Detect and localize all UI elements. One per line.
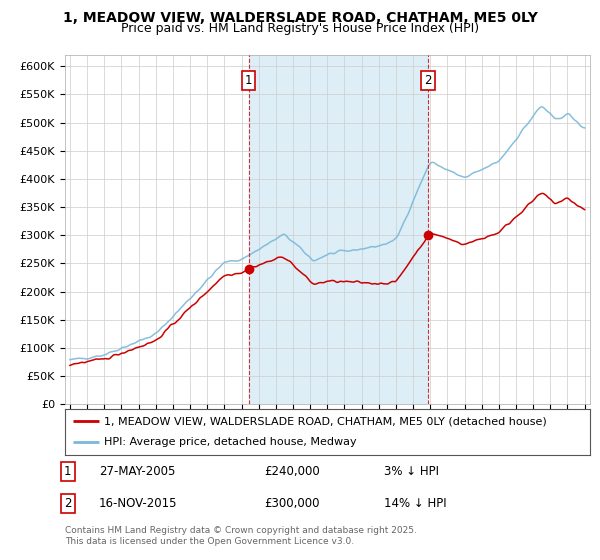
Text: Contains HM Land Registry data © Crown copyright and database right 2025.
This d: Contains HM Land Registry data © Crown c… xyxy=(65,526,416,546)
Text: HPI: Average price, detached house, Medway: HPI: Average price, detached house, Medw… xyxy=(104,437,357,447)
Text: 2: 2 xyxy=(64,497,71,510)
Text: £240,000: £240,000 xyxy=(264,465,320,478)
Text: 1: 1 xyxy=(64,465,71,478)
Text: 3% ↓ HPI: 3% ↓ HPI xyxy=(384,465,439,478)
Text: 1, MEADOW VIEW, WALDERSLADE ROAD, CHATHAM, ME5 0LY (detached house): 1, MEADOW VIEW, WALDERSLADE ROAD, CHATHA… xyxy=(104,416,547,426)
Text: 1: 1 xyxy=(245,74,253,87)
Text: 1, MEADOW VIEW, WALDERSLADE ROAD, CHATHAM, ME5 0LY: 1, MEADOW VIEW, WALDERSLADE ROAD, CHATHA… xyxy=(62,11,538,25)
Text: £300,000: £300,000 xyxy=(264,497,320,510)
Text: Price paid vs. HM Land Registry's House Price Index (HPI): Price paid vs. HM Land Registry's House … xyxy=(121,22,479,35)
Text: 14% ↓ HPI: 14% ↓ HPI xyxy=(384,497,446,510)
Text: 16-NOV-2015: 16-NOV-2015 xyxy=(99,497,178,510)
Bar xyxy=(248,55,428,404)
Text: 2: 2 xyxy=(424,74,432,87)
Text: 27-MAY-2005: 27-MAY-2005 xyxy=(99,465,175,478)
